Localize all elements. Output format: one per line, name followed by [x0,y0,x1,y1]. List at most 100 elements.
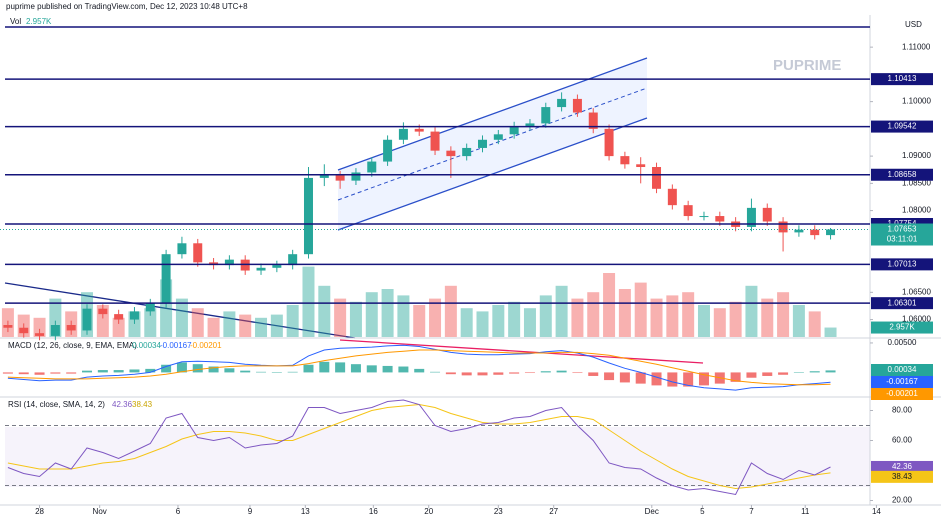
candle-body [478,139,488,148]
volume-title: Vol [10,17,21,26]
macd-hist [319,361,330,373]
volume-bar [270,314,283,337]
candle-body [383,139,393,162]
volume-bar [792,305,805,337]
x-tick-label: 27 [549,507,558,516]
volume-bar [365,292,378,337]
candle-body [50,325,60,336]
candle-body [114,314,124,320]
volume-bar [523,308,536,337]
candle-body [620,156,630,165]
candle-body [145,303,155,312]
level-box [871,168,933,181]
candle-body [256,267,266,271]
macd-hist [2,372,13,374]
y-tick-label: 1.10000 [902,97,931,106]
candle-body [810,229,820,236]
candle-body [588,112,598,129]
volume-bar [223,311,236,337]
macd-hist [493,372,504,375]
candle-body [129,311,139,320]
candle-body [541,107,551,124]
volume-bar [808,311,821,337]
volume-bar [603,273,616,337]
candle-body [826,229,836,236]
level-label: 1.06301 [888,298,917,307]
x-tick-label: 16 [369,507,378,516]
candle-body [746,207,756,227]
level-label: 1.08658 [888,170,917,179]
x-tick-label: 23 [494,507,503,516]
volume-bar [697,305,710,337]
candle-body [66,325,76,331]
rsi-tick-label: 60.00 [892,436,913,445]
x-tick-label: 11 [801,507,810,516]
volume-bar [255,317,268,337]
candle-body [161,254,171,304]
macd-hist [366,365,377,373]
macd-hist [335,362,346,373]
macd-axis-label: 0.00034 [888,365,917,374]
x-tick-label: 5 [700,507,705,516]
macd-hist [303,364,314,373]
volume-bar [824,327,837,337]
macd-hist [176,362,187,373]
volume-bar [571,298,584,337]
macd-hist [50,372,61,374]
macd-hist [619,372,630,383]
candle-body [636,164,646,168]
candle-body [98,308,108,315]
macd-hist [477,372,488,376]
volume-bar [413,305,426,337]
countdown: 03:11:01 [887,235,918,244]
macd-hist [66,372,77,374]
macd-hist [825,370,836,373]
macd-hist [82,370,93,373]
candle-body [414,128,424,132]
volume-box [871,321,933,334]
macd-hist [208,366,219,373]
candle-body [699,216,709,218]
rsi-line [7,399,831,496]
candle-body [193,243,203,263]
candle-body [762,207,772,222]
volume-bar [239,314,252,337]
x-tick-label: Nov [93,507,107,516]
macd-value-box [871,388,933,400]
candle-body [509,126,519,135]
rsi-band-fill [5,427,870,487]
candle-body [272,265,282,268]
volume-bar [144,308,157,337]
macd-line [7,344,831,391]
level-box [871,297,933,310]
macd-hist [667,372,678,387]
macd-value-box [871,364,933,376]
volume-bar [33,317,46,337]
channel-mid [337,87,648,201]
level-label: 1.10413 [888,74,917,83]
macd-hist [683,372,694,387]
candle-body [667,188,677,206]
volume-bar [381,289,394,337]
y-tick-label: 1.08500 [902,178,931,187]
y-tick-label: 1.06000 [902,315,931,324]
rsi-ma-box [871,470,933,483]
macd-hist [604,372,615,381]
macd-hist [287,371,298,373]
volume-bar [429,298,442,337]
macd-value: -0.00167 [160,341,192,350]
volume-bar [713,308,726,337]
volume-bar [492,305,505,337]
candle-body [604,128,614,157]
y-tick-label: 1.06500 [902,287,931,296]
candle-body [177,243,187,255]
volume-bar [302,266,315,337]
level-box [871,120,933,133]
rsi-title: RSI (14, close, SMA, 14, 2) [8,400,105,409]
macd-axis-label: -0.00167 [886,377,918,386]
volume-bar [191,308,204,337]
macd-hist [793,372,804,373]
x-tick-label: 9 [248,507,253,516]
candle-body [288,254,298,266]
